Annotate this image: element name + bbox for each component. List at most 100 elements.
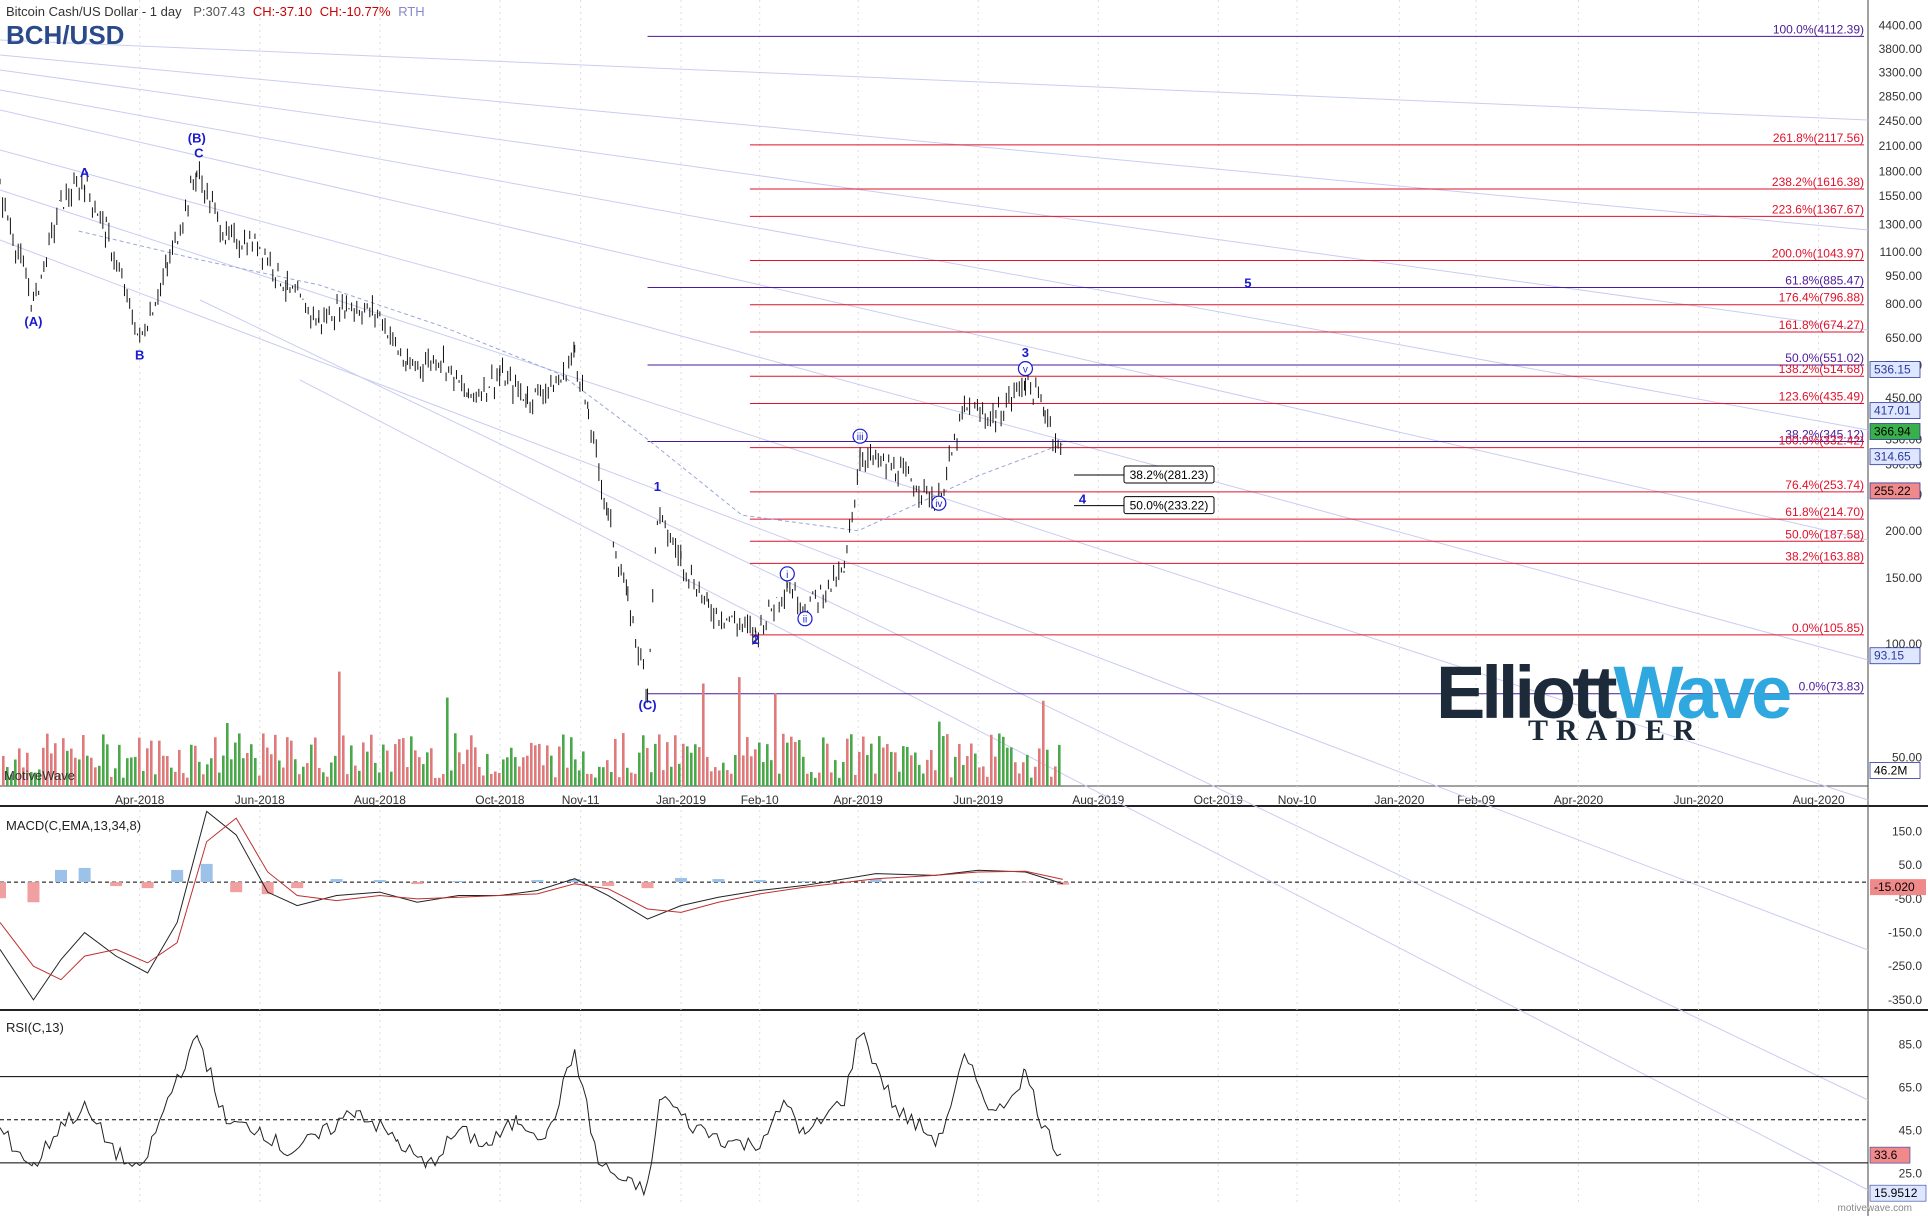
price-tag-box bbox=[1869, 423, 1921, 440]
fan-line bbox=[0, 89, 1869, 431]
volume-bar bbox=[658, 734, 661, 786]
x-tick-label: Feb-09 bbox=[1457, 793, 1495, 807]
volume-bar bbox=[742, 755, 745, 786]
wave-label: 1 bbox=[654, 479, 661, 494]
volume-bar bbox=[610, 771, 613, 786]
macd-histogram-bar bbox=[55, 869, 68, 883]
volume-bar bbox=[334, 755, 337, 786]
volume-bar bbox=[518, 766, 521, 786]
wave-label: iv bbox=[935, 499, 942, 510]
x-tick-label: Jun-2020 bbox=[1674, 793, 1724, 807]
macd-histogram-bar bbox=[602, 882, 615, 887]
volume-bar bbox=[358, 770, 361, 786]
volume-bar bbox=[782, 733, 785, 786]
macd-histogram-bar bbox=[753, 880, 766, 883]
volume-bar bbox=[634, 773, 637, 786]
volume-bar bbox=[446, 697, 449, 786]
macd-y-tick: 150.0 bbox=[1892, 825, 1922, 839]
volume-bar bbox=[702, 683, 705, 786]
fan-line bbox=[0, 39, 1869, 121]
macd-title: MACD(C,EMA,13,34,8) bbox=[6, 818, 142, 833]
volume-bar bbox=[246, 753, 249, 786]
volume-bar bbox=[602, 767, 605, 786]
wave-label: B bbox=[135, 347, 144, 362]
y-tick-label: 1100.00 bbox=[1880, 245, 1923, 259]
volume-bar bbox=[986, 776, 989, 786]
volume-bar bbox=[646, 748, 649, 786]
volume-bar bbox=[82, 735, 85, 786]
volume-bar bbox=[474, 747, 477, 786]
volume-bar bbox=[858, 751, 861, 786]
price-tag-box bbox=[1869, 402, 1921, 420]
volume-bar bbox=[150, 740, 153, 786]
volume-bar bbox=[26, 752, 29, 786]
y-tick-label: 1300.00 bbox=[1879, 218, 1923, 232]
y-tick-label: 150.00 bbox=[1885, 571, 1922, 585]
volume-bar bbox=[430, 748, 433, 786]
price-tag-label: 366.94 bbox=[1874, 425, 1911, 439]
volume-bar bbox=[930, 749, 933, 786]
volume-bar bbox=[970, 743, 973, 786]
wave-label-circle bbox=[931, 495, 947, 511]
volume-bar bbox=[10, 774, 13, 786]
volume-bar bbox=[318, 767, 321, 786]
volume-bar bbox=[78, 759, 81, 786]
volume-bar bbox=[242, 758, 245, 786]
volume-bar bbox=[838, 777, 841, 786]
volume-bar bbox=[878, 736, 881, 786]
volume-bar bbox=[102, 734, 105, 786]
fib-level-label: 61.8%(885.47) bbox=[1785, 273, 1864, 287]
volume-bar bbox=[274, 734, 277, 786]
volume-bar bbox=[70, 748, 73, 786]
session-readout: RTH bbox=[398, 4, 425, 19]
macd-histogram-bar bbox=[641, 882, 654, 889]
x-tick-label: Aug-2020 bbox=[1793, 793, 1845, 807]
elliott-wave-trader-logo: ElliottWave TRADER bbox=[1436, 650, 1792, 750]
macd-y-tick: -150.0 bbox=[1888, 926, 1922, 940]
fib-level-label: 176.4%(796.88) bbox=[1779, 291, 1864, 305]
x-tick-label: Jun-2019 bbox=[953, 793, 1003, 807]
fib-level-label: 261.8%(2117.56) bbox=[1773, 131, 1864, 145]
volume-bar bbox=[118, 744, 121, 786]
volume-bar bbox=[230, 759, 233, 786]
rsi-y-tick: 85.0 bbox=[1899, 1037, 1923, 1051]
volume-bar bbox=[410, 736, 413, 786]
macd-histogram-bar bbox=[798, 881, 811, 883]
volume-bar bbox=[362, 742, 365, 786]
volume-bar bbox=[266, 747, 269, 786]
volume-bar bbox=[450, 770, 453, 786]
volume-bar bbox=[326, 776, 329, 786]
volume-bar bbox=[874, 773, 877, 786]
volume-bar bbox=[590, 773, 593, 786]
volume-bar bbox=[226, 722, 229, 786]
volume-bar bbox=[546, 745, 549, 786]
volume-bar bbox=[202, 774, 205, 786]
volume-bar bbox=[1046, 749, 1049, 786]
volume-bar bbox=[286, 737, 289, 786]
volume-bar bbox=[526, 755, 529, 786]
volume-bar bbox=[194, 745, 197, 786]
symbol-title: BCH/USD bbox=[6, 20, 125, 50]
volume-bar bbox=[762, 762, 765, 786]
volume-bar bbox=[166, 756, 169, 786]
volume-bar bbox=[250, 744, 253, 786]
price-tag-label: 93.15 bbox=[1874, 649, 1904, 663]
volume-bar bbox=[642, 735, 645, 786]
volume-bar bbox=[342, 735, 345, 786]
volume-bar bbox=[614, 738, 617, 786]
volume-bar bbox=[154, 774, 157, 786]
macd-histogram-bar bbox=[674, 878, 687, 883]
x-tick-label: Jun-2018 bbox=[235, 793, 285, 807]
volume-bar bbox=[470, 735, 473, 786]
macd-y-tick: -50.0 bbox=[1895, 892, 1923, 906]
volume-bar bbox=[494, 771, 497, 786]
fib-level-label: 200.0%(1043.97) bbox=[1772, 247, 1864, 261]
wave-label-circle bbox=[797, 611, 813, 627]
volume-bar bbox=[354, 765, 357, 786]
price-tag-label: 314.65 bbox=[1874, 450, 1911, 464]
volume-bar bbox=[806, 773, 809, 786]
x-tick-label: Aug-2018 bbox=[354, 793, 406, 807]
volume-bar bbox=[826, 743, 829, 786]
volume-bar bbox=[582, 751, 585, 786]
wave-label: (C) bbox=[639, 698, 657, 713]
